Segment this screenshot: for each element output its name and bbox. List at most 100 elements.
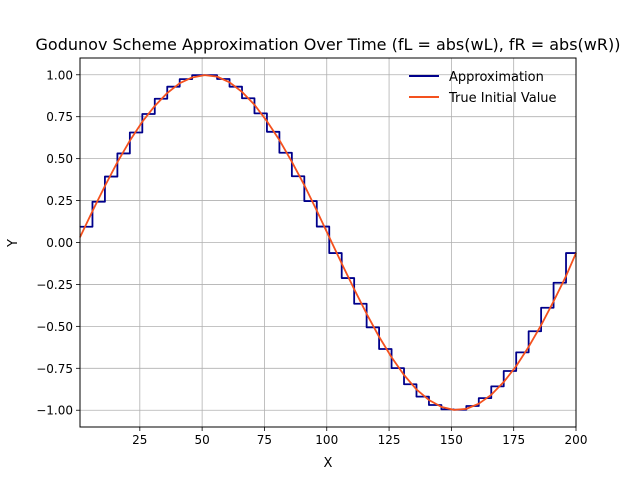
data-point-true-initial-value [278,139,280,141]
data-point-approximation [253,112,256,114]
data-point-approximation [303,200,305,202]
chart-title: Godunov Scheme Approximation Over Time (… [36,35,621,54]
data-point-true-initial-value [129,140,131,142]
data-point-true-initial-value [428,399,430,401]
data-point-approximation [540,307,542,309]
data-point-true-initial-value [91,210,94,212]
y-tick-label: 0.00 [46,236,73,250]
data-point-approximation [565,252,567,254]
legend-label-true-initial-value: True Initial Value [448,91,557,106]
data-point-true-initial-value [291,161,293,163]
data-point-true-initial-value [515,365,517,367]
axis-ticks: 25 50 75 100 125 150 175 200 −1.00 −0.75 −0.50 −0.2… [36,68,587,447]
data-point-approximation [129,131,131,134]
data-point-approximation [403,383,405,385]
data-point-approximation [154,98,156,100]
y-tick-label: 0.25 [46,194,73,208]
data-point-true-initial-value [303,184,305,186]
x-tick-label: 175 [502,433,525,447]
x-tick-label: 100 [315,433,338,447]
legend: Approximation True Initial Value [409,70,557,106]
data-point-true-initial-value [328,236,330,238]
data-point-approximation [141,113,143,115]
data-point-true-initial-value [341,262,343,265]
data-point-true-initial-value [179,82,181,84]
y-tick-label: −0.50 [36,320,73,334]
data-point-true-initial-value [366,313,368,315]
data-point-true-initial-value [478,403,480,405]
x-tick-label: 75 [257,433,272,447]
data-point-true-initial-value [440,406,443,408]
data-point-true-initial-value [216,76,218,78]
x-tick-label: 150 [440,433,463,447]
data-point-approximation [341,277,343,279]
data-point-approximation [515,351,517,353]
data-point-approximation [241,97,243,99]
data-point-true-initial-value [552,300,555,302]
data-point-approximation [179,78,181,80]
y-tick-label: 1.00 [46,68,73,82]
data-point-true-initial-value [415,388,418,391]
data-point-approximation [415,396,418,398]
data-point-approximation [228,86,231,88]
y-tick-label: −0.25 [36,278,73,292]
data-point-true-initial-value [403,374,405,376]
data-point-approximation [465,405,467,407]
data-point-approximation [316,225,318,228]
data-point-true-initial-value [141,121,143,123]
data-point-approximation [490,385,492,388]
data-point-true-initial-value [166,92,168,94]
data-point-approximation [278,152,280,154]
y-tick-label: 0.50 [46,152,73,166]
data-point-true-initial-value [191,76,193,79]
x-axis-label: X [324,456,333,471]
data-point-approximation [328,252,330,254]
data-point-true-initial-value [465,408,467,410]
data-point-true-initial-value [540,324,542,326]
data-point-approximation [116,152,118,155]
data-point-true-initial-value [490,394,492,396]
data-point-true-initial-value [390,356,393,358]
data-point-approximation [91,201,94,203]
data-point-approximation [191,74,193,76]
data-point-approximation [166,86,168,88]
x-tick-label: 200 [565,433,588,447]
data-point-true-initial-value [266,120,268,122]
data-point-true-initial-value [104,185,106,187]
data-point-true-initial-value [116,161,118,163]
data-point-approximation [528,330,530,332]
data-point-approximation [552,282,555,284]
data-point-true-initial-value [154,105,156,107]
data-point-true-initial-value [253,104,256,106]
data-point-approximation [478,397,480,399]
data-point-approximation [503,370,505,372]
data-point-true-initial-value [228,81,231,83]
data-point-true-initial-value [503,381,505,383]
data-point-true-initial-value [241,91,243,93]
data-point-true-initial-value [528,346,530,348]
data-point-approximation [366,326,368,328]
y-axis-label: Y [6,239,21,248]
y-tick-label: −1.00 [36,404,73,418]
data-point-approximation [266,131,268,133]
data-point-approximation [428,404,430,406]
x-tick-label: 125 [378,433,401,447]
data-point-true-initial-value [204,74,206,76]
data-point-approximation [291,175,293,177]
data-point-approximation [104,175,106,178]
data-point-true-initial-value [565,275,567,277]
data-point-approximation [390,367,393,369]
data-point-approximation [216,78,218,80]
data-point-true-initial-value [316,210,318,212]
data-point-approximation [378,348,380,350]
data-point-true-initial-value [353,288,355,290]
data-point-true-initial-value [378,336,380,338]
data-point-approximation [353,303,355,305]
x-tick-label: 25 [132,433,147,447]
y-tick-label: −0.75 [36,362,73,376]
data-point-approximation [440,408,443,410]
y-tick-label: 0.75 [46,110,73,124]
series-layer [79,74,577,411]
legend-label-approximation: Approximation [449,70,544,85]
